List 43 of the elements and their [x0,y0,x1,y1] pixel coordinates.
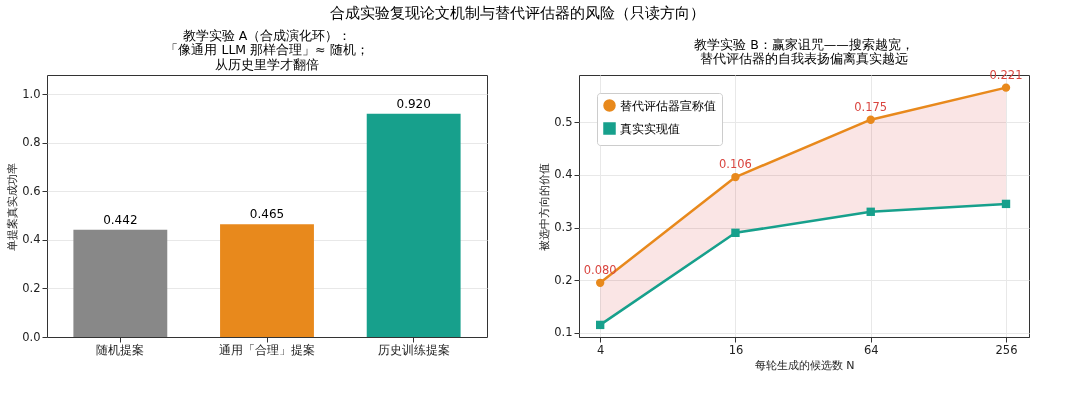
x-tick-label: 4 [597,342,605,357]
point [731,228,740,238]
y-tick-label: 0.4 [554,167,573,182]
x-tick-label: 通用「合理」提案 [219,342,315,357]
y-tick-label: 0.6 [22,183,41,198]
annotation: 0.080 [583,262,617,277]
y-tick-label: 0.2 [554,272,573,287]
legend-label: 真实实现值 [620,121,680,136]
point [866,115,875,124]
y-tick-label: 0.0 [22,329,41,344]
y-tick-label: 0.8 [22,135,41,150]
y-tick-label: 0.5 [554,114,573,129]
text: 合成实验复现论文机制与替代评估器的风险（只读方向） [330,4,706,22]
point [1001,199,1011,209]
y-tick-label: 0.2 [22,280,41,295]
point [1001,83,1011,92]
x-tick-label: 历史训练提案 [377,342,450,357]
annotation: 0.175 [854,99,888,114]
y-axis-title: 单提案真实成功率 [6,162,20,251]
data-label: 0.442 [103,212,138,227]
x-tick-label: 随机提案 [96,342,145,357]
bar [366,113,461,337]
annotation: 0.106 [718,157,752,172]
bar [220,224,314,337]
y-tick-label: 0.3 [554,220,573,235]
x-axis-title: 每轮生成的候选数 N [754,359,855,372]
point [595,278,605,287]
legend-label: 替代评估器宣称值 [620,98,716,113]
chart-title: 教学实验 B：赢家诅咒——搜索越宽，替代评估器的自我表扬偏离真实越远 [694,36,914,67]
y-axis-title: 被选中方向的价值 [538,162,552,251]
bar [73,229,168,337]
point [866,207,875,216]
y-tick-label: 1.0 [22,86,41,101]
y-tick-label: 0.4 [22,232,41,247]
data-label: 0.465 [249,207,285,222]
x-tick-label: 256 [995,342,1018,357]
chart-title: 教学实验 A（合成演化环）：「像通用 LLM 那样合理」≈ 随机；从历史里学才翻倍 [165,27,369,72]
x-tick-label: 64 [863,342,879,357]
data-label: 0.920 [396,96,431,111]
point [731,172,740,182]
x-tick-label: 16 [728,342,744,357]
point [595,320,605,330]
y-tick-label: 0.1 [554,325,573,340]
